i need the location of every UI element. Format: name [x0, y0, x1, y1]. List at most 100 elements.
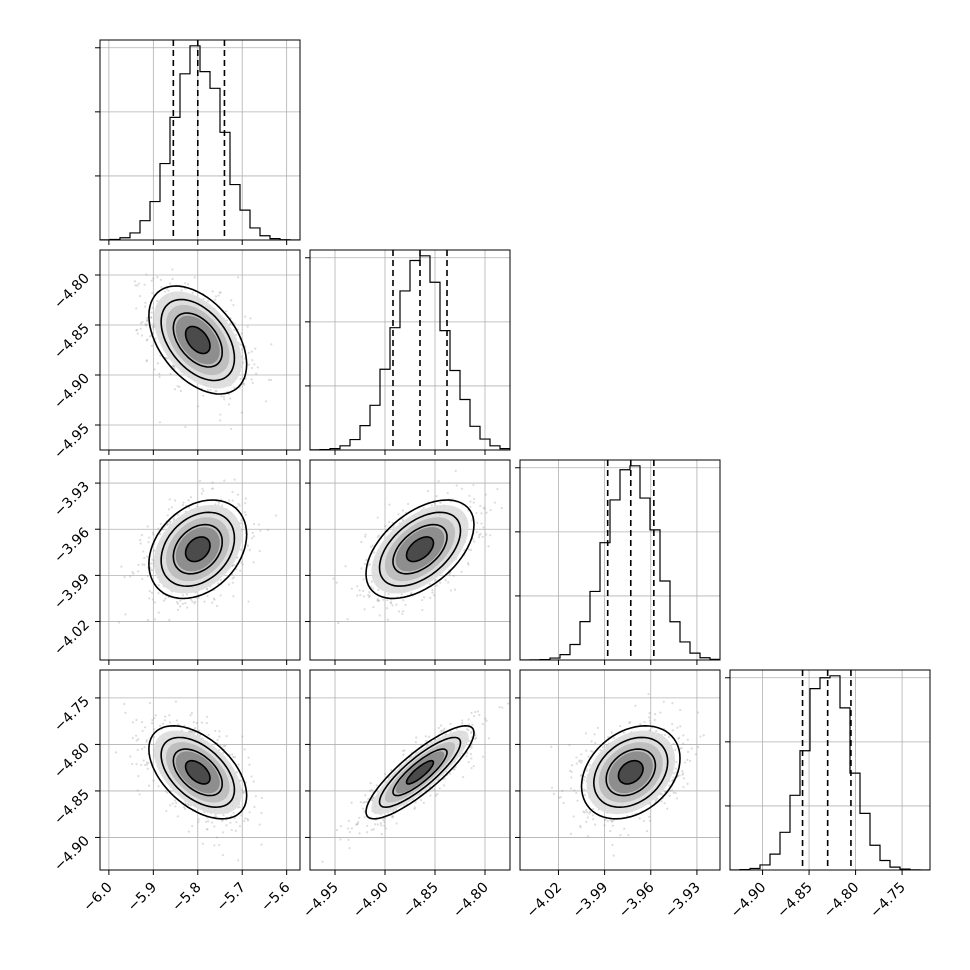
scatter-point: [145, 740, 148, 743]
panel-content: [310, 460, 510, 660]
scatter-point: [498, 706, 501, 709]
scatter-point: [321, 860, 324, 863]
scatter-point: [176, 608, 180, 611]
scatter-point: [222, 744, 226, 748]
scatter-point: [232, 756, 235, 759]
scatter-point: [157, 785, 160, 788]
scatter-point: [439, 581, 442, 584]
scatter-point: [135, 718, 138, 722]
scatter-point: [192, 732, 195, 735]
scatter-point: [154, 618, 157, 621]
y-tick-label: −3.96: [51, 525, 93, 567]
scatter-point: [152, 717, 156, 720]
scatter-point: [424, 735, 427, 738]
scatter-point: [470, 766, 473, 770]
contour-1: [172, 523, 224, 575]
scatter-point: [234, 333, 238, 337]
x-tick-label: −4.95: [300, 880, 342, 922]
scatter-point: [253, 363, 256, 366]
scatter-point: [219, 578, 222, 582]
scatter-point: [359, 593, 362, 597]
scatter-point: [184, 802, 187, 805]
scatter-point: [467, 723, 470, 726]
scatter-point: [209, 388, 212, 392]
scatter-point: [430, 504, 433, 507]
scatter-point: [682, 734, 685, 737]
scatter-point: [158, 375, 161, 379]
scatter-point: [237, 859, 240, 862]
scatter-point: [215, 604, 219, 608]
scatter-point: [214, 503, 217, 506]
scatter-point: [137, 775, 140, 778]
scatter-point: [386, 607, 389, 610]
scatter-point: [205, 828, 208, 831]
scatter-point: [485, 719, 488, 722]
scatter-point: [146, 525, 149, 528]
scatter-point: [672, 742, 675, 746]
scatter-point: [485, 533, 488, 536]
scatter-point: [173, 388, 176, 391]
scatter-point: [243, 511, 246, 514]
scatter-point: [137, 570, 140, 573]
scatter-point: [161, 722, 165, 725]
scatter-point: [145, 324, 148, 327]
scatter-point: [482, 526, 485, 529]
scatter-point: [145, 738, 148, 742]
scatter-point: [144, 323, 147, 326]
scatter-point: [372, 796, 375, 799]
scatter-point: [243, 315, 247, 318]
scatter-point: [197, 729, 201, 732]
scatter-point: [146, 575, 149, 578]
scatter-point: [648, 712, 651, 715]
scatter-point: [206, 388, 209, 392]
scatter-point: [200, 721, 203, 724]
scatter-point: [165, 357, 168, 360]
scatter-point: [184, 807, 187, 810]
scatter-point: [150, 316, 153, 319]
contour-3: [148, 285, 248, 395]
scatter-point: [335, 581, 338, 584]
scatter-point: [241, 735, 244, 738]
scatter-point: [465, 755, 468, 758]
scatter-point: [254, 347, 257, 350]
scatter-point: [243, 357, 246, 360]
scatter-point: [182, 805, 186, 809]
scatter-point: [194, 727, 197, 730]
scatter-point: [480, 512, 483, 515]
panel-1-1: [305, 249, 511, 455]
scatter-point: [167, 289, 170, 292]
scatter-point: [580, 759, 583, 763]
scatter-point: [144, 301, 147, 304]
scatter-point: [591, 814, 594, 817]
scatter-point: [218, 735, 221, 738]
scatter-point: [221, 504, 224, 507]
scatter-point: [159, 522, 162, 526]
scatter-point: [215, 390, 218, 393]
scatter-point: [370, 788, 373, 791]
scatter-point: [146, 619, 150, 622]
panel-content: [100, 670, 300, 870]
scatter-point: [500, 506, 503, 510]
scatter-point: [611, 824, 614, 827]
scatter-point: [231, 499, 234, 502]
scatter-point: [364, 533, 367, 536]
scatter-point: [669, 789, 672, 792]
scatter-point: [177, 723, 180, 726]
y-tick-label: −4.75: [51, 693, 93, 735]
scatter-point: [470, 519, 474, 522]
scatter-point: [240, 519, 243, 522]
contour-0: [405, 759, 435, 785]
scatter-point: [235, 771, 238, 774]
scatter-point: [440, 729, 443, 732]
scatter-point: [171, 268, 174, 271]
scatter-point: [225, 824, 228, 827]
scatter-point: [150, 591, 154, 594]
scatter-point: [215, 836, 219, 839]
scatter-point: [157, 584, 160, 587]
scatter-point: [216, 582, 220, 585]
scatter-point: [242, 791, 245, 795]
scatter-point: [138, 294, 141, 298]
scatter-point: [449, 722, 452, 726]
scatter-point: [469, 731, 473, 735]
scatter-point: [237, 763, 240, 766]
